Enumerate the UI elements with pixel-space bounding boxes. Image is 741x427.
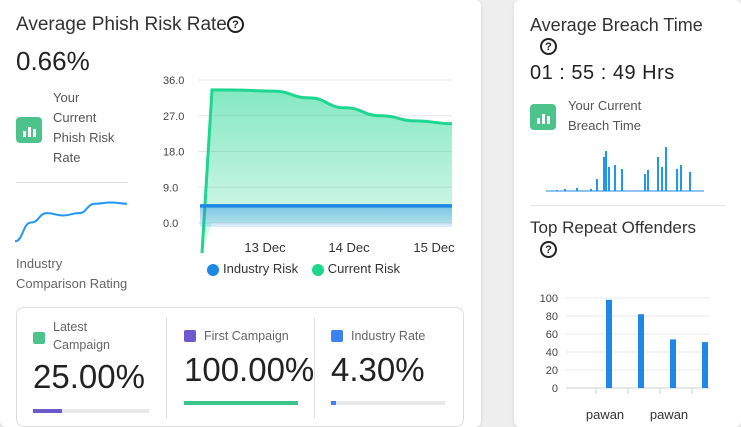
breach-bar — [665, 147, 667, 191]
latest-campaign-progress — [33, 409, 149, 413]
breach-bar — [590, 189, 592, 191]
breach-card: Average Breach Time ? 01 : 55 : 49 Hrs Y… — [514, 0, 741, 427]
industry-sparkline — [14, 201, 128, 243]
y-tick-label: 100 — [540, 293, 558, 305]
breach-bar — [614, 165, 616, 191]
bar-chart-icon — [16, 117, 42, 143]
y-tick-label: 40 — [546, 347, 558, 359]
breach-time-title: Average Breach Time — [530, 15, 703, 35]
y-tick-label: 18.0 — [163, 147, 184, 159]
breach-bar — [647, 170, 649, 191]
y-tick-label: 27.0 — [163, 111, 184, 123]
y-tick-label: 9.0 — [163, 182, 178, 194]
help-icon[interactable]: ? — [540, 38, 557, 55]
divider — [314, 318, 315, 418]
industry-rate-value: 4.30% — [331, 351, 425, 388]
current-risk-area — [202, 89, 452, 253]
first-campaign-marker — [184, 330, 196, 342]
chart-legend: Industry Risk Current Risk — [207, 261, 400, 276]
help-icon[interactable]: ? — [227, 16, 244, 33]
progress-fill — [33, 409, 62, 413]
breach-bar — [605, 151, 607, 191]
divider — [16, 182, 128, 183]
breach-bar — [657, 157, 659, 191]
your-phish-risk-label: Your Current Phish Risk Rate — [53, 90, 115, 165]
latest-campaign-marker — [33, 332, 45, 344]
industry-risk-area — [200, 205, 452, 227]
x-tick-label: pawan — [586, 407, 624, 422]
stat-latest-campaign: Latest Campaign 25.00% — [33, 308, 173, 427]
progress-fill — [331, 401, 336, 405]
latest-campaign-value: 25.00% — [33, 358, 145, 395]
legend-industry-risk[interactable]: Industry Risk — [207, 261, 298, 276]
campaign-stats: Latest Campaign 25.00% First Campaign 10… — [16, 307, 464, 427]
breach-bar — [621, 169, 623, 191]
offender-bar[interactable] — [702, 342, 708, 388]
offender-bar[interactable] — [638, 314, 644, 388]
breach-bar — [556, 190, 558, 191]
industry-comparison-label: Industry Comparison Rating — [16, 256, 128, 291]
bar-chart-icon — [530, 104, 556, 130]
breach-bar — [564, 189, 566, 191]
x-tick-label: pawan — [650, 407, 688, 422]
breach-bar — [680, 165, 682, 191]
stat-industry-rate: Industry Rate 4.30% — [331, 308, 461, 427]
x-tick-label: 13 Dec — [244, 240, 286, 255]
stat-first-campaign: First Campaign 100.00% — [184, 308, 324, 427]
breach-time-value: 01 : 55 : 49 Hrs — [530, 62, 675, 84]
industry-rate-label: Industry Rate — [351, 329, 426, 343]
y-tick-label: 0 — [552, 383, 558, 395]
phish-risk-chart: 36.0 27.0 18.0 9.0 0.0 13 Dec 14 Dec 15 Dec — [163, 75, 455, 255]
breach-bar — [676, 169, 678, 191]
divider — [530, 205, 726, 206]
breach-bar — [689, 172, 691, 191]
y-tick-label: 20 — [546, 365, 558, 377]
divider — [166, 318, 167, 418]
phish-risk-rate-value: 0.66% — [16, 46, 90, 76]
industry-sparkline-line — [14, 201, 128, 243]
latest-campaign-label: Latest Campaign — [53, 320, 110, 352]
progress-fill — [184, 401, 298, 405]
breach-bar — [576, 188, 578, 191]
help-icon[interactable]: ? — [540, 241, 557, 258]
x-tick-label: 14 Dec — [328, 240, 370, 255]
offender-bar[interactable] — [606, 299, 612, 388]
offender-bar[interactable] — [670, 339, 676, 388]
first-campaign-label: First Campaign — [204, 329, 289, 343]
industry-rate-marker — [331, 330, 343, 342]
breach-bar — [644, 174, 646, 191]
y-tick-label: 36.0 — [163, 75, 184, 87]
y-tick-label: 0.0 — [163, 218, 178, 230]
legend-current-risk[interactable]: Current Risk — [311, 261, 400, 276]
breach-bar — [596, 179, 598, 191]
breach-sparkbars — [546, 147, 704, 192]
y-tick-label: 80 — [546, 311, 558, 323]
your-breach-time-label: Your Current Breach Time — [568, 98, 642, 133]
breach-bar — [661, 167, 663, 191]
y-tick-label: 60 — [546, 329, 558, 341]
x-tick-label: 15 Dec — [413, 240, 455, 255]
breach-bar — [608, 167, 610, 191]
phish-risk-title: Average Phish Risk Rate — [16, 14, 227, 35]
first-campaign-progress — [184, 401, 298, 405]
breach-bar — [603, 157, 605, 191]
offenders-bar-chart: 100 80 60 40 20 0 pawan pawan — [540, 293, 710, 422]
top-offenders-title: Top Repeat Offenders — [530, 218, 697, 237]
current-risk-line — [200, 88, 453, 254]
phish-risk-card: Average Phish Risk Rate ? 0.66% Your Cur… — [0, 0, 481, 427]
industry-rate-progress — [331, 401, 445, 405]
first-campaign-value: 100.00% — [184, 351, 315, 388]
